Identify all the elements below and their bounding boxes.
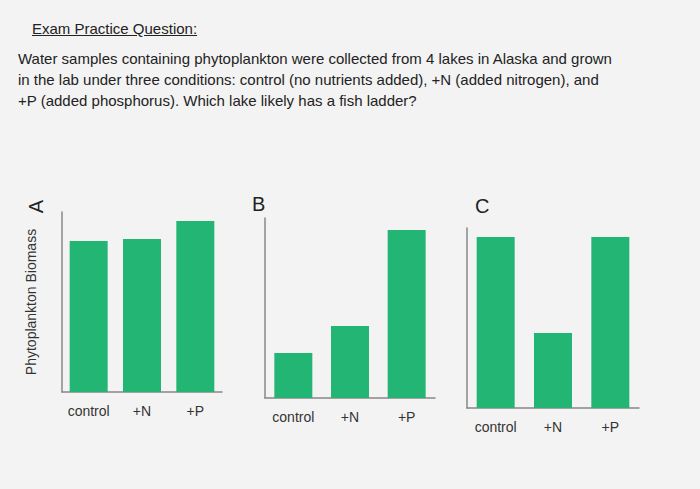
html-text:+P (added phosphorus). Which l: +P (added phosphorus). Which lake likely… xyxy=(18,92,417,109)
svg-text:+P: +P xyxy=(602,419,620,435)
svg-text:+N: +N xyxy=(341,409,359,425)
svg-text:+N: +N xyxy=(133,403,151,419)
html-text:Water samples containing phyto: Water samples containing phytoplankton w… xyxy=(18,50,612,67)
svg-text:C: C xyxy=(475,195,489,217)
svg-text:control: control xyxy=(475,419,517,435)
svg-text:control: control xyxy=(272,409,314,425)
html-text:in the lab under three conditi: in the lab under three conditions: contr… xyxy=(18,71,599,88)
svg-text:Phytoplankton Biomass: Phytoplankton Biomass xyxy=(23,229,39,375)
html-text:Exam Practice Question:: Exam Practice Question: xyxy=(32,20,198,37)
svg-text:+P: +P xyxy=(187,403,205,419)
svg-text:+N: +N xyxy=(544,419,562,435)
svg-text:A: A xyxy=(25,199,47,213)
svg-text:B: B xyxy=(252,193,265,215)
svg-text:+P: +P xyxy=(398,409,416,425)
svg-text:control: control xyxy=(68,403,110,419)
